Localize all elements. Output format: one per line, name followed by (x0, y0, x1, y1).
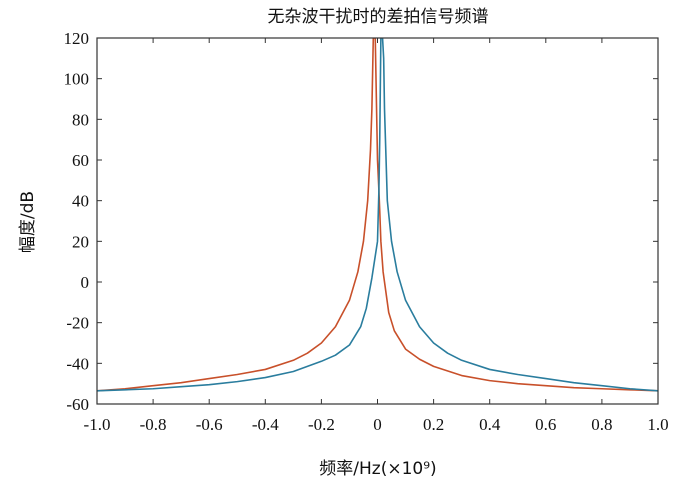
x-axis-label: 频率/Hz(×10⁹) (319, 459, 436, 479)
x-tick-label-4: -0.2 (308, 415, 335, 434)
y-tick-label-3: 0 (81, 273, 90, 292)
series-line-1 (97, 38, 658, 392)
x-tick-label-3: -0.4 (252, 415, 279, 434)
y-axis-label: 幅度/dB (18, 191, 38, 253)
ticks-layer: -1.0 -0.8 -0.6 -0.4 -0.2 0 0.2 0.4 0.6 0.8 1.0 -60 -… (64, 29, 669, 434)
chart-title: 无杂波干扰时的差拍信号频谱 (268, 7, 489, 27)
x-tick-label-0: -1.0 (84, 415, 111, 434)
x-tick-label-10: 1.0 (647, 415, 668, 434)
x-tick-label-6: 0.2 (423, 415, 444, 434)
y-tick-label-9: 120 (64, 29, 90, 48)
y-tick-label-6: 60 (72, 151, 89, 170)
x-tick-label-1: -0.8 (140, 415, 167, 434)
x-tick-label-2: -0.6 (196, 415, 223, 434)
y-tick-label-7: 80 (72, 110, 89, 129)
y-tick-label-2: -20 (66, 314, 89, 333)
y-tick-label-8: 100 (64, 70, 90, 89)
x-tick-label-5: 0 (373, 415, 382, 434)
series-line-2 (97, 38, 658, 392)
x-tick-label-9: 0.8 (591, 415, 612, 434)
y-tick-label-4: 20 (72, 232, 89, 251)
series-layer (97, 38, 658, 392)
y-tick-label-0: -60 (66, 395, 89, 414)
x-tick-label-7: 0.4 (479, 415, 501, 434)
x-tick-label-8: 0.6 (535, 415, 556, 434)
y-tick-label-5: 40 (72, 192, 89, 211)
y-tick-label-1: -40 (66, 354, 89, 373)
